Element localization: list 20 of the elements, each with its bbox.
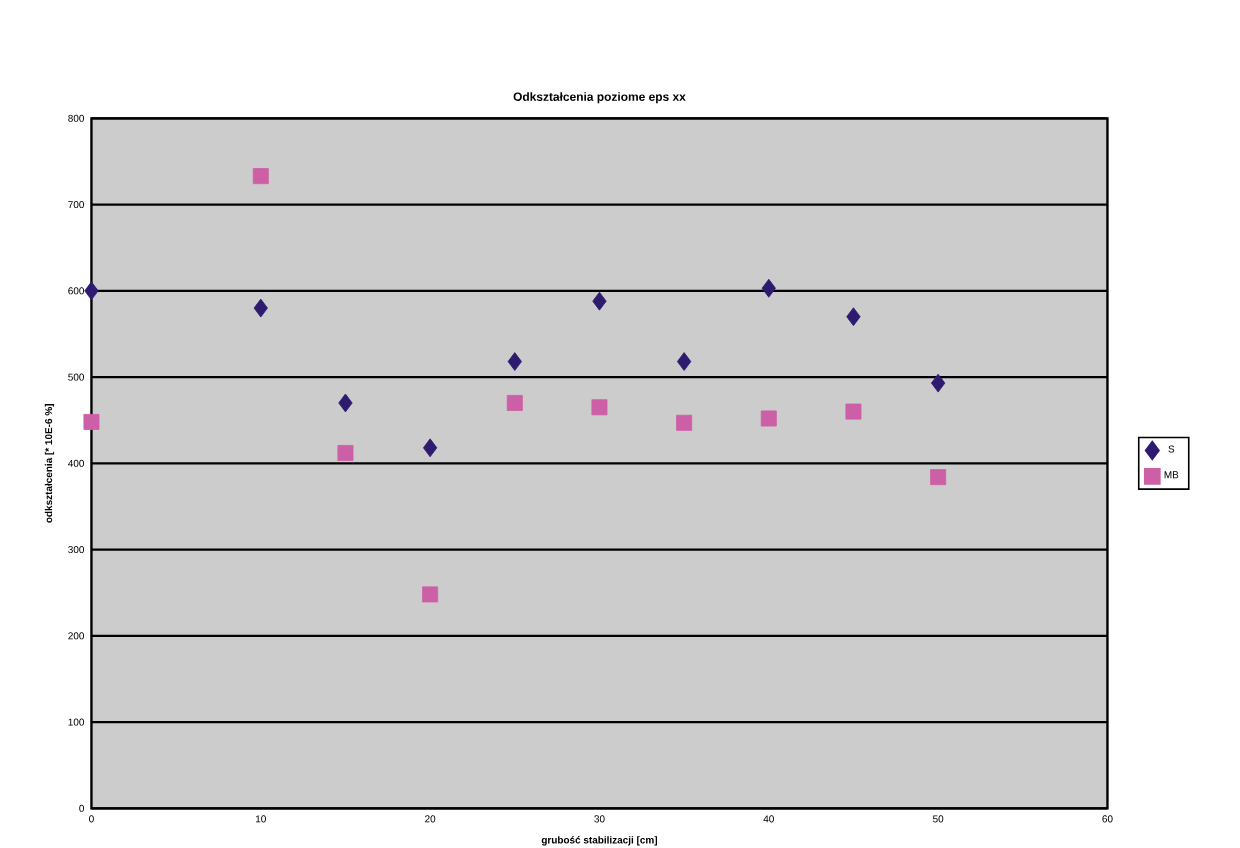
point bbox=[253, 298, 268, 318]
point bbox=[83, 413, 100, 430]
point bbox=[338, 393, 353, 413]
point bbox=[506, 394, 523, 411]
point bbox=[845, 403, 862, 420]
point bbox=[592, 291, 607, 311]
point bbox=[507, 352, 522, 371]
point bbox=[761, 278, 776, 298]
point bbox=[84, 281, 99, 301]
point bbox=[846, 307, 861, 327]
point bbox=[252, 168, 269, 185]
point bbox=[677, 352, 692, 371]
point bbox=[930, 469, 947, 486]
point bbox=[422, 438, 438, 458]
point bbox=[337, 445, 354, 461]
point bbox=[591, 399, 608, 416]
point bbox=[760, 410, 777, 427]
point bbox=[422, 586, 439, 603]
point bbox=[676, 414, 693, 431]
point bbox=[931, 373, 946, 393]
